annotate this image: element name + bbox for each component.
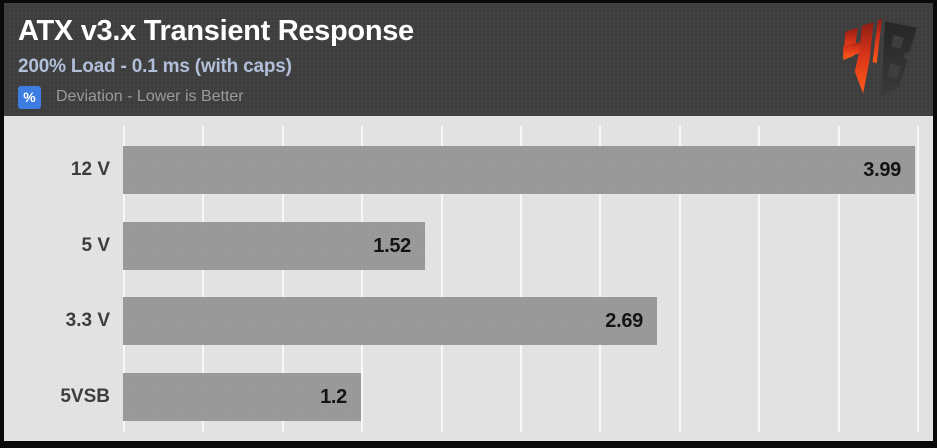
- gridline: [599, 126, 601, 432]
- gridline: [838, 126, 840, 432]
- legend-label: Deviation - Lower is Better: [56, 88, 244, 105]
- hardware-busters-logo-icon: [843, 19, 917, 97]
- bar: 1.2: [123, 373, 361, 421]
- value-label: 1.52: [373, 234, 411, 257]
- gridline: [917, 126, 919, 432]
- chart-header: ATX v3.x Transient Response 200% Load - …: [4, 3, 933, 116]
- chart-title: ATX v3.x Transient Response: [18, 15, 414, 47]
- category-label: 12 V: [70, 159, 110, 180]
- gridline: [282, 126, 284, 432]
- value-label: 2.69: [605, 309, 643, 332]
- percent-badge-icon: %: [18, 85, 41, 109]
- chart-subtitle: 200% Load - 0.1 ms (with caps): [18, 56, 292, 77]
- bar: 1.52: [123, 222, 425, 270]
- category-label: 5VSB: [60, 386, 110, 407]
- gridline: [679, 126, 681, 432]
- bar: 2.69: [123, 297, 657, 345]
- bar: 3.99: [123, 146, 915, 194]
- gridline: [123, 126, 125, 432]
- value-label: 1.2: [320, 385, 347, 408]
- chart-legend: % Deviation - Lower is Better: [18, 85, 244, 109]
- gridline: [361, 126, 363, 432]
- gridline: [202, 126, 204, 432]
- value-label: 3.99: [863, 158, 901, 181]
- category-label: 5 V: [81, 235, 110, 256]
- gridline: [441, 126, 443, 432]
- plot-area: 12 V 3.99 5 V 1.52 3.3 V 2.69 5VSB 1.2: [4, 116, 933, 441]
- gridline: [758, 126, 760, 432]
- category-label: 3.3 V: [65, 310, 110, 331]
- gridline: [520, 126, 522, 432]
